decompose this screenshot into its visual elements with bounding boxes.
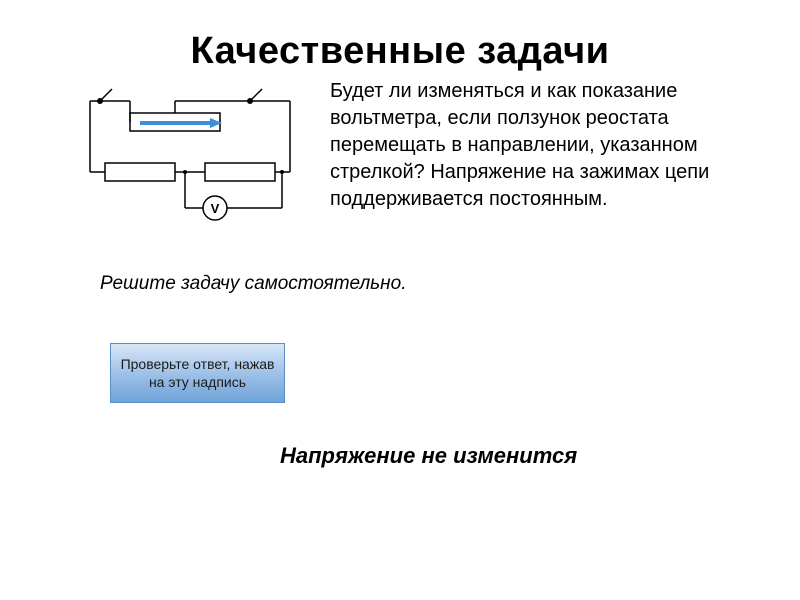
instruction-text: Решите задачу самостоятельно. bbox=[100, 273, 406, 295]
answer-text: Напряжение не изменится bbox=[280, 443, 577, 469]
terminal-switch-left bbox=[100, 89, 112, 101]
node-2 bbox=[280, 170, 284, 174]
voltmeter-label: V bbox=[211, 201, 220, 216]
node-1 bbox=[183, 170, 187, 174]
terminal-switch-right bbox=[250, 89, 262, 101]
resistor-2 bbox=[205, 163, 275, 181]
circuit-diagram: V bbox=[60, 83, 320, 243]
check-answer-button[interactable]: Проверьте ответ, нажав на эту надпись bbox=[110, 343, 285, 403]
page-title: Качественные задачи bbox=[0, 0, 800, 73]
resistor-1 bbox=[105, 163, 175, 181]
question-text: Будет ли изменяться и как показание воль… bbox=[330, 78, 770, 213]
